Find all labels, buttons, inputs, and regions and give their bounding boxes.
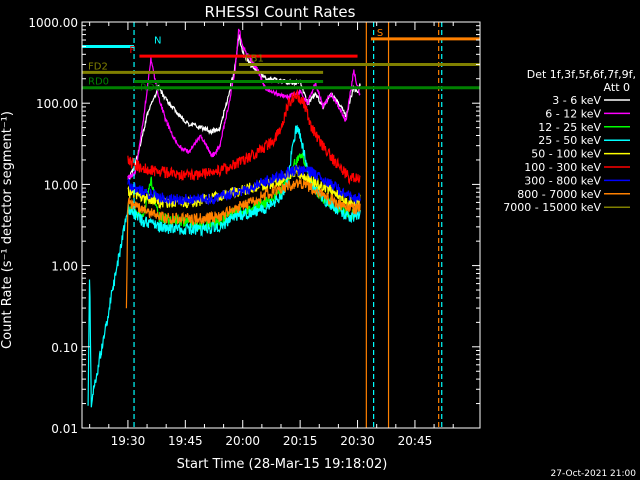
legend-header-0: Det 1f,3f,5f,6f,7f,9f, [527,68,636,81]
y-tick-label-5: 0.01 [51,422,78,436]
flag-label-5: RD8 [140,83,161,94]
legend-label-4: 50 - 100 keV [531,148,601,161]
legend-label-2: 12 - 25 keV [538,121,601,134]
x-tick-label-1: 19:45 [168,434,203,448]
series-line-6 [127,164,361,206]
legend-label-5: 100 - 300 keV [524,161,601,174]
y-tick-label-3: 1.00 [51,260,78,274]
legend-label-1: 6 - 12 keV [545,107,601,120]
series-line-7 [125,178,361,309]
y-tick-label-2: 10.00 [44,178,78,192]
flag-label-2: FB1 [245,53,264,64]
legend-label-6: 300 - 800 keV [524,174,601,187]
flag-label-0: N [154,35,161,46]
footer-date: 27-Oct-2021 21:00 [551,469,637,479]
x-tick-label-4: 20:30 [340,434,375,448]
y-tick-label-4: 0.10 [51,341,78,355]
flag-label-1: F [129,45,135,56]
x-axis-label: Start Time (28-Mar-15 19:18:02) [177,457,388,472]
y-axis-label: Count Rate (s⁻¹ detector segment⁻¹) [0,111,15,349]
y-tick-label-1: 100.00 [36,97,78,111]
flag-label-4: RD0 [88,77,109,88]
flag-label-3: FD2 [88,61,108,72]
series-line-1 [127,28,361,180]
series-line-3 [87,124,361,408]
x-tick-label-2: 20:00 [225,434,260,448]
legend-label-7: 800 - 7000 keV [517,188,601,201]
y-tick-label-0: 1000.00 [28,16,78,30]
x-tick-label-0: 19:30 [111,434,146,448]
legend-header-1: Att 0 [604,81,630,94]
series-line-5 [127,89,361,185]
x-tick-label-5: 20:45 [398,434,433,448]
legend-label-8: 7000 - 15000 keV [503,201,601,214]
chart-title: RHESSI Count Rates [205,3,356,21]
legend-label-3: 25 - 50 keV [538,134,601,147]
legend-label-0: 3 - 6 keV [552,94,601,107]
flag-label-6: S [377,28,383,39]
x-tick-label-3: 20:15 [283,434,318,448]
